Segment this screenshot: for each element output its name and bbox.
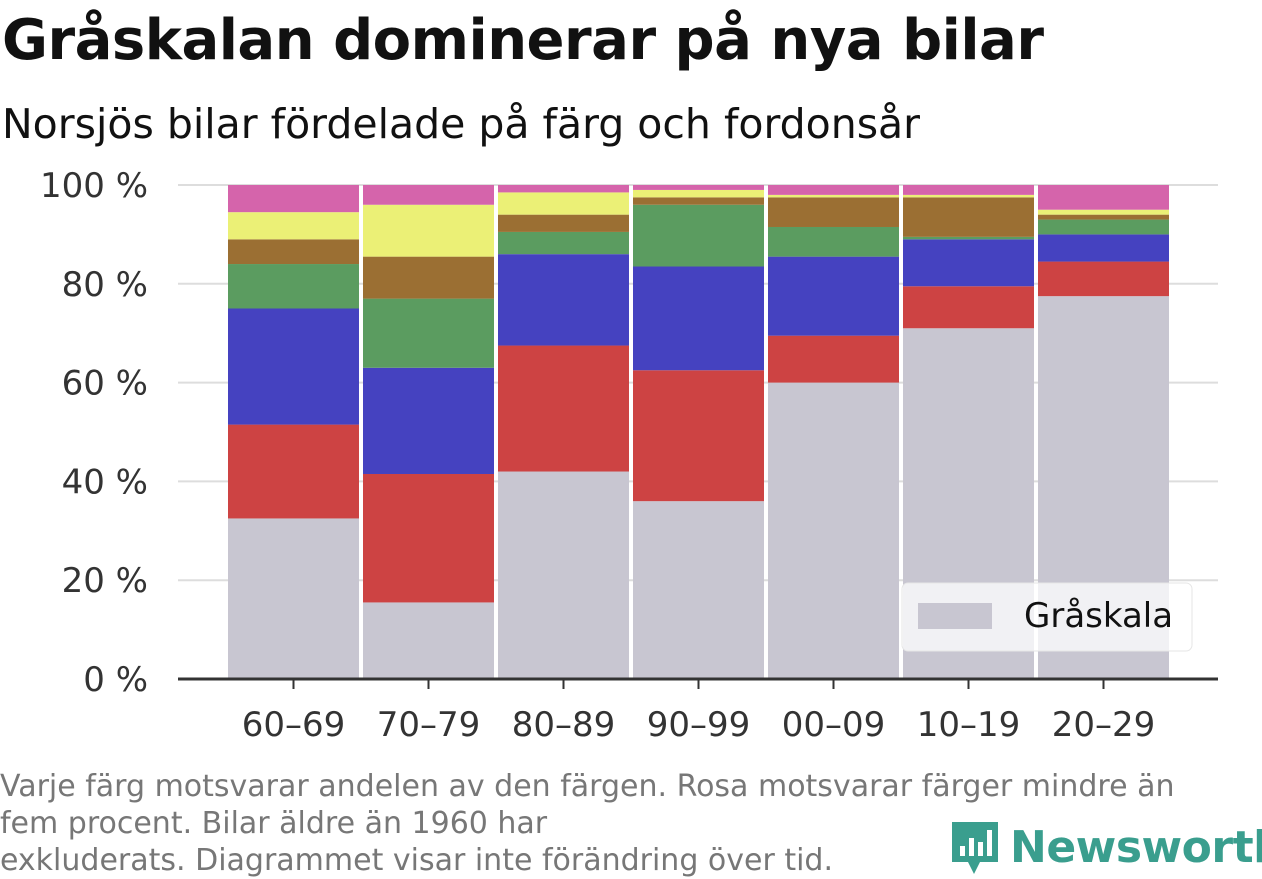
bar-segment xyxy=(228,518,359,679)
bar-segment xyxy=(498,345,629,472)
footnote-line-3: exkluderats. Diagrammet visar inte förän… xyxy=(0,843,834,878)
chart-title: Gråskalan dominerar på nya bilar xyxy=(2,8,1044,73)
footnote: Varje färg motsvarar andelen av den färg… xyxy=(0,768,1240,879)
bar-segment xyxy=(768,335,899,383)
y-tick-label: 80 % xyxy=(62,265,148,305)
bar-segment xyxy=(633,370,764,502)
bar-segment xyxy=(363,367,494,474)
bar-segment xyxy=(1038,214,1169,220)
bar-segment xyxy=(498,192,629,215)
bar-segment xyxy=(228,185,359,213)
legend-box xyxy=(901,582,1193,652)
y-tick-label: 0 % xyxy=(83,660,148,700)
y-tick-label: 40 % xyxy=(62,462,148,502)
y-tick-label: 20 % xyxy=(62,561,148,601)
bar-segment xyxy=(1038,234,1169,262)
bar-segment xyxy=(903,185,1034,195)
axes: 0 % 20 % 40 % 60 % 80 % 100 % 60–69 70–79 80–89 9… xyxy=(40,166,1218,745)
footnote-line-2: fem procent. Bilar äldre än 1960 har xyxy=(0,806,548,841)
bar-segment xyxy=(1038,261,1169,297)
bar-segment xyxy=(903,236,1034,240)
bar-segment xyxy=(363,185,494,205)
bar-segment xyxy=(228,308,359,425)
bar-segment xyxy=(498,471,629,679)
bar-segment xyxy=(1038,209,1169,215)
newsworthy-logo-icon xyxy=(952,822,998,874)
chart-subtitle: Norsjös bilar fördelade på färg och ford… xyxy=(2,100,921,148)
x-tick-label: 80–89 xyxy=(512,705,616,745)
bar-segment xyxy=(228,424,359,519)
bar-segment xyxy=(633,185,764,190)
bar-segment xyxy=(768,256,899,336)
bar-segment xyxy=(228,239,359,265)
bar-segment xyxy=(633,501,764,679)
bar-segment xyxy=(903,197,1034,237)
bar-segment xyxy=(903,239,1034,287)
legend-label: Gråskala xyxy=(1024,596,1173,636)
brand-name: Newsworthy xyxy=(1010,821,1262,873)
bar-segment xyxy=(903,286,1034,329)
bar-segment xyxy=(768,197,899,227)
x-tick-label: 00–09 xyxy=(782,705,886,745)
bar-segment xyxy=(903,194,1034,198)
legend-swatch xyxy=(918,603,992,629)
bar-segment xyxy=(768,194,899,198)
bar-segment xyxy=(228,212,359,240)
bar-segment xyxy=(768,382,899,679)
bar-segment xyxy=(768,226,899,257)
bar-segment xyxy=(228,264,359,309)
y-tick-label: 100 % xyxy=(40,166,148,206)
x-tick-label: 10–19 xyxy=(917,705,1021,745)
bar-segment xyxy=(633,266,764,371)
bar-segment xyxy=(363,298,494,368)
bar-segment xyxy=(363,256,494,299)
legend: Gråskala xyxy=(901,582,1193,652)
y-tick-label: 60 % xyxy=(62,364,148,404)
bar-segment xyxy=(1038,219,1169,235)
bar-segment xyxy=(498,214,629,232)
bar-segment xyxy=(498,231,629,255)
bar-segment xyxy=(633,197,764,205)
x-tick-label: 20–29 xyxy=(1052,705,1156,745)
x-tick-label: 60–69 xyxy=(242,705,346,745)
bar-segment xyxy=(363,204,494,257)
bar-segment xyxy=(363,602,494,679)
brand-logo: Newsworthy xyxy=(950,818,1262,876)
x-tick-label: 90–99 xyxy=(647,705,751,745)
bar-segment xyxy=(633,204,764,267)
bar-segment xyxy=(633,189,764,198)
footnote-line-1: Varje färg motsvarar andelen av den färg… xyxy=(0,769,1175,804)
x-tick-label: 70–79 xyxy=(377,705,481,745)
bar-segment xyxy=(498,254,629,346)
bar-segment xyxy=(1038,185,1169,210)
bar-segment xyxy=(498,185,629,193)
bar-segment xyxy=(363,473,494,603)
bars xyxy=(228,185,1169,679)
bar-segment xyxy=(768,185,899,195)
